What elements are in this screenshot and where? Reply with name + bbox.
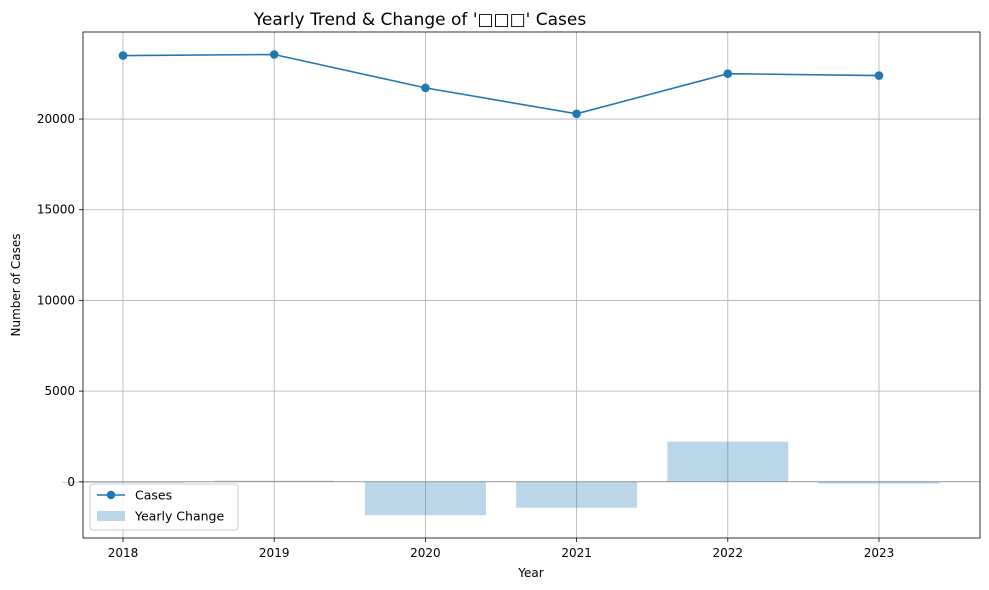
y-axis-label: Number of Cases <box>9 233 23 336</box>
y-axis-ticks: 0 5000 10000 15000 20000 <box>37 112 83 489</box>
legend-label-yearly-change: Yearly Change <box>134 509 224 524</box>
cases-point <box>572 109 581 119</box>
x-tick-label: 2020 <box>410 546 441 560</box>
x-tick-label: 2021 <box>561 546 592 560</box>
x-tick-label: 2019 <box>259 546 290 560</box>
plot-area <box>62 31 981 539</box>
y-tick-label: 5000 <box>44 384 75 398</box>
yearly-change-bar <box>364 481 486 516</box>
cases-point <box>874 71 884 80</box>
x-tick-label: 2018 <box>108 546 139 560</box>
yearly-change-bar <box>62 481 184 483</box>
y-tick-label: 20000 <box>37 112 75 126</box>
plot-frame-bg <box>83 32 980 538</box>
x-axis-label: Year <box>517 566 543 580</box>
yearly-change-bar <box>818 481 940 484</box>
legend-marker-swatch <box>106 490 116 500</box>
legend-box <box>89 483 239 531</box>
cases-point <box>269 50 279 59</box>
x-tick-label: 2023 <box>864 546 895 560</box>
cases-series <box>118 50 884 119</box>
chart-title: Yearly Trend & Change of '□□□' Cases <box>253 10 587 30</box>
x-tick-label: 2022 <box>713 546 744 560</box>
cases-point <box>723 69 733 79</box>
yearly-change-bar <box>213 480 335 482</box>
yearly-change-bar <box>667 441 789 482</box>
legend-bar-swatch <box>97 511 125 521</box>
cases-point <box>421 83 430 93</box>
cases-line <box>122 53 880 115</box>
x-axis-ticks: 2018 2019 2020 2021 2022 2023 <box>108 538 895 560</box>
y-tick-label: 10000 <box>37 293 75 307</box>
legend-label-cases: Cases <box>135 488 172 503</box>
y-tick-label: 0 <box>67 475 75 489</box>
yearly-change-bar <box>516 481 638 508</box>
yearly-change-bars <box>62 441 940 516</box>
y-tick-label: 15000 <box>37 203 75 217</box>
plot-frame <box>82 31 981 539</box>
legend: Cases Yearly Change <box>89 483 239 531</box>
cases-point <box>118 51 128 60</box>
